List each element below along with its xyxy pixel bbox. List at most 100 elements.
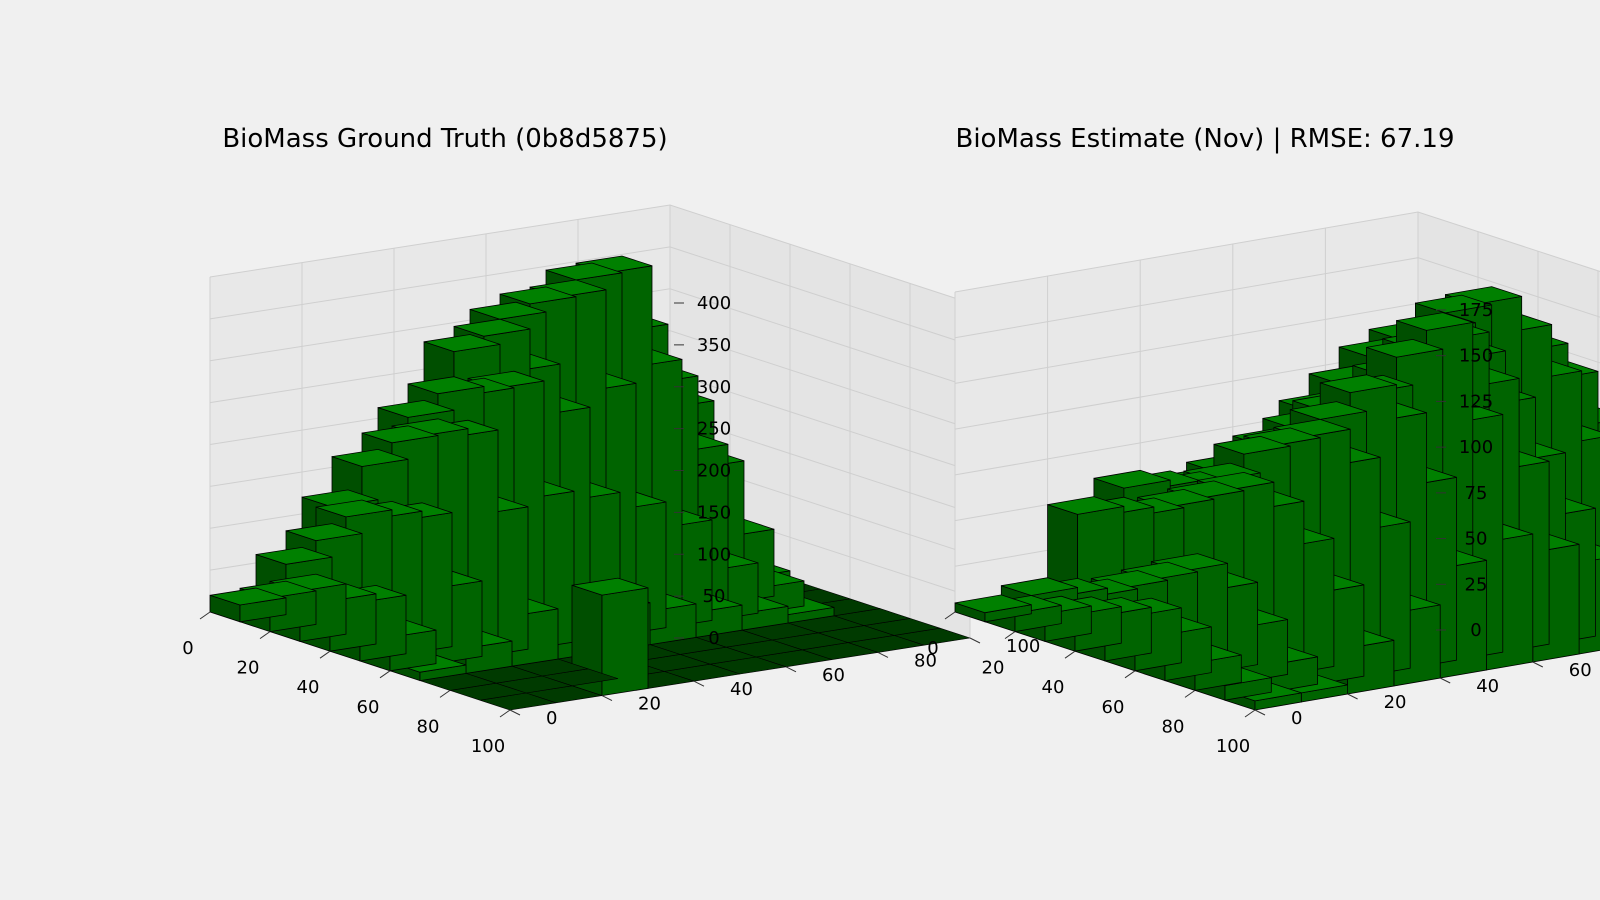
gt-z-tick-label: 250 xyxy=(697,419,731,440)
gt-y-tick-label: 100 xyxy=(1006,636,1040,657)
ground-truth-chart: BioMass Ground Truth (0b8d5875) 0 20 40 60 8… xyxy=(182,124,1040,757)
est-x-tick xyxy=(1124,670,1136,679)
gt-y-tick-label: 40 xyxy=(730,679,753,700)
gt-y-tick-label: 60 xyxy=(822,665,845,686)
gt-bar-top xyxy=(571,577,649,596)
gt-bar-top xyxy=(545,262,623,281)
est-bar-top xyxy=(1213,435,1291,455)
gt-bar-top xyxy=(499,286,577,305)
est-x-tick xyxy=(1244,709,1256,718)
est-z-tick-label: 50 xyxy=(1465,529,1488,550)
gt-x-tick-label: 20 xyxy=(237,658,260,679)
gt-z-tick-label: 300 xyxy=(697,377,731,398)
est-axes: 0204060801000204060801000255075100125150… xyxy=(927,300,1592,757)
gt-z-tick-label: 150 xyxy=(697,502,731,523)
est-z-tick-label: 125 xyxy=(1459,391,1493,412)
gt-bar-top xyxy=(285,523,363,542)
est-bar-top xyxy=(1047,496,1125,515)
gt-y-tick-label: 80 xyxy=(914,650,937,671)
est-x-tick xyxy=(944,611,956,620)
gt-bar-top xyxy=(469,301,547,320)
est-x-tick-label: 60 xyxy=(1102,697,1125,718)
est-x-tick-label: 80 xyxy=(1162,716,1185,737)
gt-y-tick-label: 0 xyxy=(546,708,557,729)
est-y-tick xyxy=(1439,677,1451,684)
est-z-tick-label: 150 xyxy=(1459,346,1493,367)
gt-bar-top xyxy=(331,448,409,467)
gt-z-tick-label: 0 xyxy=(708,628,719,649)
gt-grid-line-z xyxy=(209,204,971,304)
estimate-title: BioMass Estimate (Nov) | RMSE: 67.19 xyxy=(955,124,1454,154)
gt-bars xyxy=(209,255,971,711)
gt-x-tick xyxy=(259,631,271,640)
gt-bar-top xyxy=(361,425,439,444)
gt-bar-top xyxy=(423,334,501,353)
est-y-tick xyxy=(1347,693,1358,700)
gt-bar-top xyxy=(407,376,485,395)
est-x-tick-label: 0 xyxy=(927,638,938,659)
est-bar xyxy=(954,594,1032,623)
gt-axes: 0204060801000204060801000501001502002503… xyxy=(182,293,1040,757)
gt-y-tick xyxy=(509,709,521,716)
gt-bar-top xyxy=(209,587,287,606)
est-bar-top xyxy=(1415,294,1492,314)
est-x-tick xyxy=(1064,650,1076,659)
est-z-tick-label: 25 xyxy=(1465,574,1488,595)
est-bar-top xyxy=(1290,401,1367,420)
est-x-tick xyxy=(1004,631,1016,640)
gt-z-tick-label: 400 xyxy=(697,293,731,314)
est-y-tick-label: 20 xyxy=(1384,692,1407,713)
gt-y-tick xyxy=(785,666,797,673)
gt-x-tick xyxy=(319,650,331,659)
est-bar-top xyxy=(1396,312,1473,331)
gt-y-tick-label: 20 xyxy=(638,694,661,715)
est-x-tick-label: 20 xyxy=(982,658,1005,679)
est-bar-top xyxy=(1093,469,1171,489)
gt-bar-top xyxy=(453,318,531,337)
gt-bar-top xyxy=(315,499,393,518)
gt-x-tick-label: 40 xyxy=(297,677,320,698)
est-z-tick-label: 0 xyxy=(1470,620,1481,641)
est-bar-top xyxy=(954,594,1032,614)
est-z-tick-label: 175 xyxy=(1459,300,1493,321)
gt-x-tick-label: 60 xyxy=(357,697,380,718)
est-y-tick-label: 0 xyxy=(1291,708,1302,729)
est-z-tick-label: 100 xyxy=(1459,437,1493,458)
ground-truth-title: BioMass Ground Truth (0b8d5875) xyxy=(222,124,667,154)
gt-x-tick-label: 100 xyxy=(471,736,505,757)
gt-x-tick xyxy=(439,689,451,698)
est-x-tick xyxy=(1184,689,1196,698)
gt-x-tick-label: 80 xyxy=(417,716,440,737)
est-z-tick-label: 75 xyxy=(1465,483,1488,504)
gt-x-tick xyxy=(379,670,391,679)
est-y-tick xyxy=(1532,661,1544,668)
gt-bar xyxy=(209,587,287,623)
est-y-tick xyxy=(1254,709,1266,716)
gt-y-tick xyxy=(693,680,705,687)
est-x-tick-label: 100 xyxy=(1216,736,1250,757)
gt-bar-top xyxy=(377,399,455,418)
gt-grid-line-z xyxy=(209,330,971,430)
est-bar-top xyxy=(1366,338,1443,358)
est-bar-top xyxy=(1001,577,1078,596)
est-x-tick-label: 40 xyxy=(1042,677,1065,698)
estimate-chart: BioMass Estimate (Nov) | RMSE: 67.19 0 20… xyxy=(927,124,1600,757)
est-bars xyxy=(954,286,1600,711)
gt-x-tick xyxy=(499,709,511,718)
gt-x-tick xyxy=(199,611,211,620)
est-bar-top xyxy=(1320,374,1397,394)
gt-z-tick-label: 100 xyxy=(697,544,731,565)
gt-grid-line-z xyxy=(209,288,971,388)
gt-x-tick-label: 0 xyxy=(182,638,193,659)
gt-z-tick-label: 50 xyxy=(703,586,726,607)
gt-bar-top xyxy=(255,546,333,565)
gt-y-tick xyxy=(601,695,613,702)
gt-y-tick xyxy=(877,651,889,658)
gt-z-tick-label: 200 xyxy=(697,461,731,482)
est-grid-line-z xyxy=(954,211,1600,293)
est-y-tick-label: 40 xyxy=(1476,676,1499,697)
gt-z-tick-label: 350 xyxy=(697,335,731,356)
est-y-tick-label: 60 xyxy=(1569,660,1592,681)
gt-grid-line-z xyxy=(209,246,971,346)
